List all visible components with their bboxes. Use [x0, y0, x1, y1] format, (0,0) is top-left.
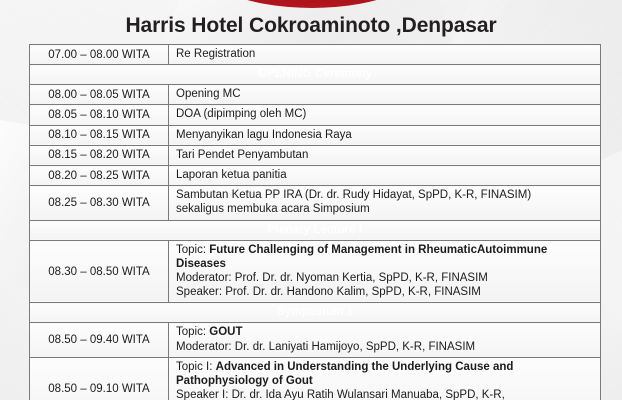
schedule-description: Menyanyikan lagu Indonesia Raya: [168, 124, 601, 146]
schedule-item-row: 08.20 – 08.25 WITA Laporan ketua panitia: [29, 165, 601, 187]
schedule-section-row: OPENING Ceremony: [29, 64, 601, 86]
line-emphasis: GOUT: [209, 326, 243, 339]
schedule-description: Tari Pendet Penyambutan: [168, 144, 601, 167]
schedule-description: Laporan ketua panitia: [168, 165, 601, 187]
schedule-item-row: 08.25 – 08.30 WITA Sambutan Ketua PP IRA …: [29, 185, 601, 221]
schedule-description-line: Moderator: Prof. Dr. dr. Nyoman Kertia, …: [176, 272, 488, 285]
top-arc-banner: [186, 0, 438, 8]
schedule-description-line: Topic: GOUT: [176, 325, 594, 339]
schedule-description-line: DOA (dipimping oleh MC): [176, 108, 307, 121]
schedule-description: Sambutan Ketua PP IRA (Dr. dr. Rudy Hida…: [168, 185, 601, 221]
schedule-table: 07.00 – 08.00 WITA Re Registration OPENING…: [29, 43, 601, 400]
schedule-description-line: Topic I: Advanced in Understanding the U…: [176, 360, 594, 374]
schedule-description-line: sekaligus membuka acara Simposium: [176, 203, 370, 216]
schedule-description-line: Diseases: [176, 257, 226, 270]
schedule-description: Opening MC: [168, 84, 601, 106]
schedule-time: 08.30 – 08.50 WITA: [29, 239, 169, 304]
page-title: Harris Hotel Cokroaminoto ,Denpasar: [125, 14, 497, 37]
line-emphasis: Advanced in Understanding the Underlying…: [215, 360, 514, 373]
schedule-time: 08.25 – 08.30 WITA: [29, 185, 169, 221]
line-label: Topic I:: [176, 360, 216, 373]
schedule-time: 08.50 – 09.10 WITA: [29, 356, 169, 400]
schedule-description-line: Speaker: Prof. Dr. dr. Handono Kalim, Sp…: [176, 286, 481, 299]
schedule-time: 08.15 – 08.20 WITA: [29, 144, 169, 167]
schedule-description-line: Tari Pendet Penyambutan: [176, 148, 309, 161]
schedule-time: 08.20 – 08.25 WITA: [29, 165, 169, 187]
schedule-time: 08.05 – 08.10 WITA: [29, 104, 169, 126]
schedule-description-line: Sambutan Ketua PP IRA (Dr. dr. Rudy Hida…: [176, 189, 532, 202]
schedule-item-row: 08.05 – 08.10 WITA DOA (dipimping oleh MC…: [29, 104, 601, 126]
line-label: Topic:: [176, 326, 210, 339]
schedule-item-row: 08.15 – 08.20 WITA Tari Pendet Penyambuta…: [29, 144, 601, 167]
schedule-item-row: 07.00 – 08.00 WITA Re Registration: [29, 43, 601, 66]
schedule-description-line: Speaker I: Dr. dr. Ida Ayu Ratih Wulansa…: [176, 389, 505, 400]
line-emphasis: Future Challenging of Management in Rheu…: [209, 243, 548, 256]
schedule-description: Topic: Future Challenging of Management …: [168, 239, 601, 304]
line-label: Topic:: [176, 243, 210, 256]
schedule-description: DOA (dipimping oleh MC): [168, 104, 601, 126]
schedule-description-line: Opening MC: [176, 88, 241, 101]
schedule-item-row: 08.50 – 09.40 WITA Topic: GOUT Moderator: …: [29, 322, 601, 358]
schedule-item-row: 08.10 – 08.15 WITA Menyanyikan lagu Indon…: [29, 124, 601, 146]
schedule-table-body: 07.00 – 08.00 WITA Re Registration OPENING…: [29, 43, 601, 400]
schedule-description: Re Registration: [168, 43, 601, 66]
schedule-description: Topic I: Advanced in Understanding the U…: [168, 356, 601, 400]
schedule-time: 08.50 – 09.40 WITA: [29, 322, 169, 358]
schedule-description-line: Moderator: Dr. dr. Laniyati Hamijoyo, Sp…: [176, 340, 476, 353]
schedule-section-row: Plenary Lecture I: [29, 219, 601, 241]
schedule-time: 07.00 – 08.00 WITA: [29, 43, 169, 66]
schedule-time: 08.00 – 08.05 WITA: [29, 84, 169, 106]
schedule-description-line: Pathophysiology of Gout: [176, 375, 313, 388]
schedule-description: Topic: GOUT Moderator: Dr. dr. Laniyati H…: [168, 322, 601, 358]
schedule-item-row: 08.50 – 09.10 WITA Topic I: Advanced in U…: [29, 356, 601, 400]
section-title: Symposium 1: [29, 302, 601, 324]
schedule-item-row: 08.30 – 08.50 WITA Topic: Future Challeng…: [29, 239, 601, 304]
schedule-time: 08.10 – 08.15 WITA: [29, 124, 169, 146]
schedule-description-line: Menyanyikan lagu Indonesia Raya: [176, 128, 352, 141]
schedule-description-line: Topic: Future Challenging of Management …: [176, 243, 594, 257]
section-title: OPENING Ceremony: [29, 64, 601, 86]
schedule-item-row: 08.00 – 08.05 WITA Opening MC: [29, 84, 601, 106]
schedule-description-line: Laporan ketua panitia: [176, 169, 287, 182]
schedule-description-line: Re Registration: [176, 48, 256, 60]
section-title: Plenary Lecture I: [29, 219, 601, 241]
schedule-section-row: Symposium 1: [29, 302, 601, 324]
